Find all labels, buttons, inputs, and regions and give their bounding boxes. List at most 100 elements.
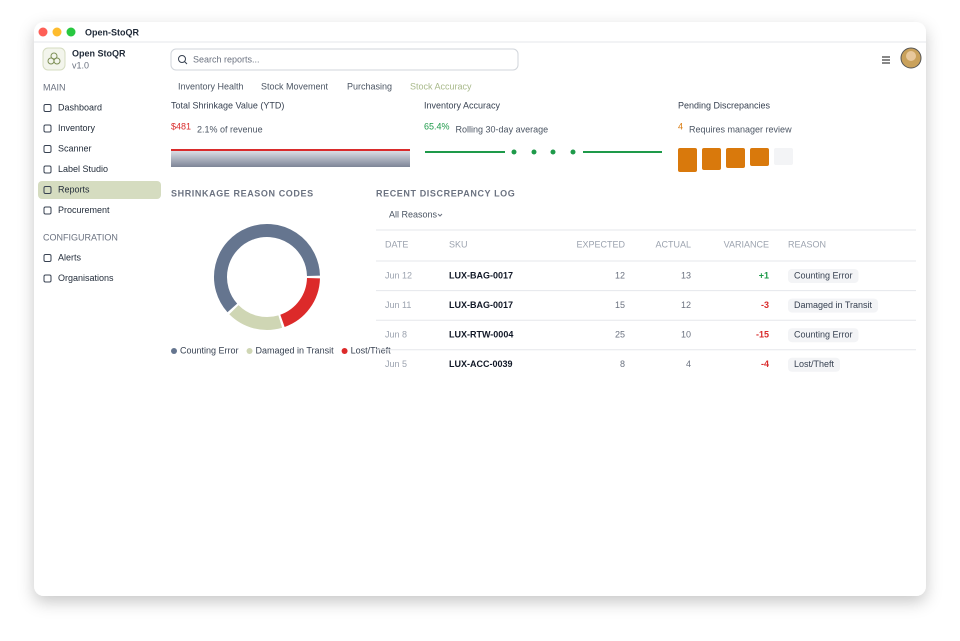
expected: 8 <box>620 359 625 369</box>
menu-button[interactable] <box>882 56 890 64</box>
kpi-value: 65.4% <box>424 121 450 131</box>
nav-item[interactable]: Reports <box>58 184 90 194</box>
nav-item[interactable]: Procurement <box>58 205 110 215</box>
donut-segment <box>279 277 320 327</box>
avatar-face <box>906 51 916 61</box>
donut-segment <box>229 304 283 330</box>
sku: LUX-BAG-0017 <box>449 300 513 310</box>
variance: +1 <box>759 270 769 280</box>
chart-title: SHRINKAGE REASON CODES <box>171 188 314 198</box>
pending-block <box>726 148 745 168</box>
reason-pill-text: Damaged in Transit <box>794 300 873 310</box>
column-header: EXPECTED <box>576 239 625 249</box>
legend-swatch <box>171 348 177 354</box>
search-icon <box>178 55 186 63</box>
nav-item[interactable]: Alerts <box>58 252 82 262</box>
section-title: CONFIGURATION <box>43 232 118 242</box>
nav-icon <box>43 254 52 262</box>
actual: 13 <box>681 270 691 280</box>
accuracy-dot <box>511 149 517 155</box>
accuracy-dot <box>531 149 537 155</box>
expected: 15 <box>615 300 625 310</box>
kpi-note: 2.1% of revenue <box>197 124 263 134</box>
kpi-label: Total Shrinkage Value (YTD) <box>171 100 284 110</box>
reason-pill <box>788 357 841 372</box>
minimize-button[interactable] <box>52 27 62 37</box>
kpi-label: Inventory Accuracy <box>424 100 501 110</box>
pending-block <box>678 148 697 172</box>
app-name: Open StoQR <box>72 48 126 58</box>
nav-item[interactable]: Scanner <box>58 143 92 153</box>
accuracy-dot <box>550 149 556 155</box>
actual: 4 <box>686 359 691 369</box>
column-header: DATE <box>385 239 408 249</box>
legend-swatch <box>246 348 253 354</box>
app-version: v1.0 <box>72 60 89 70</box>
legend-label: Counting Error <box>180 345 239 355</box>
nav-item[interactable]: Dashboard <box>58 102 102 112</box>
sku: LUX-RTW-0004 <box>449 330 513 340</box>
nav-icon <box>43 124 52 133</box>
nav-item[interactable]: Inventory <box>58 123 96 133</box>
kpi-note: Rolling 30-day average <box>456 124 549 134</box>
pending-block <box>750 148 769 166</box>
variance: -4 <box>761 359 769 369</box>
tab[interactable]: Inventory Health <box>178 81 244 91</box>
shrinkage-bar <box>171 149 410 167</box>
nav-icon <box>43 145 52 153</box>
reason-pill-text: Lost/Theft <box>794 359 835 369</box>
column-header: VARIANCE <box>724 239 769 249</box>
nav-item[interactable]: Organisations <box>58 273 114 283</box>
tab[interactable]: Stock Movement <box>261 81 329 91</box>
date: Jun 11 <box>385 300 411 310</box>
variance: -15 <box>756 330 769 340</box>
column-header: SKU <box>449 239 468 249</box>
actual: 10 <box>681 330 691 340</box>
nav-icon <box>43 104 52 112</box>
kpi-value: $481 <box>171 121 191 131</box>
variance: -3 <box>761 300 769 310</box>
kpi-note: Requires manager review <box>689 124 792 134</box>
legend-label: Lost/Theft <box>351 345 392 355</box>
tab[interactable]: Purchasing <box>347 81 392 91</box>
date: Jun 5 <box>385 359 407 369</box>
section-title: MAIN <box>43 82 66 92</box>
nav-icon <box>43 186 52 194</box>
reason-pill <box>788 328 859 343</box>
window-title: Open-StoQR <box>85 27 139 37</box>
log-title: RECENT DISCREPANCY LOG <box>376 188 515 198</box>
legend-label: Damaged in Transit <box>256 345 335 355</box>
search-icon <box>184 61 188 65</box>
sku: LUX-ACC-0039 <box>449 359 513 369</box>
column-header: ACTUAL <box>655 239 691 249</box>
date: Jun 8 <box>385 330 407 340</box>
pending-block <box>702 148 721 170</box>
nav-active <box>38 181 161 199</box>
reason-pill-text: Counting Error <box>794 330 853 340</box>
nav-item[interactable]: Label Studio <box>58 164 108 174</box>
filter-caret <box>437 213 443 217</box>
legend-swatch <box>341 348 348 354</box>
actual: 12 <box>681 300 691 310</box>
sku: LUX-BAG-0017 <box>449 270 513 280</box>
reason-pill <box>788 298 879 313</box>
accuracy-dot <box>570 149 576 155</box>
date: Jun 12 <box>385 270 412 280</box>
kpi-value: 4 <box>678 121 683 131</box>
donut-segment <box>214 224 320 313</box>
close-button[interactable] <box>38 27 48 37</box>
logo-mark <box>53 57 61 65</box>
reason-filter[interactable]: All Reasons <box>389 209 438 219</box>
pending-block-empty <box>774 148 793 165</box>
zoom-button[interactable] <box>66 27 76 37</box>
search-box[interactable] <box>170 48 519 71</box>
column-header: REASON <box>788 239 826 249</box>
expected: 25 <box>615 330 625 340</box>
search-placeholder: Search reports... <box>193 54 260 64</box>
tab[interactable]: Stock Accuracy <box>410 81 472 91</box>
nav-icon <box>43 206 52 215</box>
logo-mark <box>50 52 58 60</box>
reason-pill <box>788 269 859 283</box>
kpi-label: Pending Discrepancies <box>678 100 771 110</box>
